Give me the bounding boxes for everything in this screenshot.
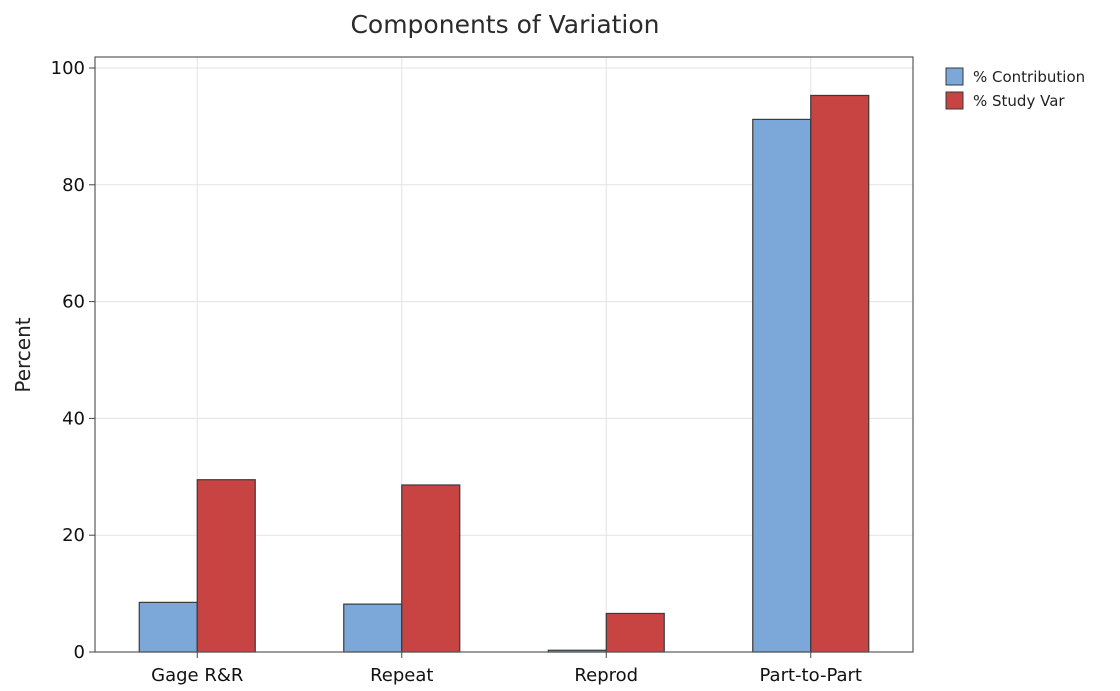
y-tick-label: 20 xyxy=(62,525,85,546)
x-tick-label: Gage R&R xyxy=(151,665,243,686)
legend-label: % Study Var xyxy=(973,92,1065,110)
legend-label: % Contribution xyxy=(973,68,1085,86)
bar-study-var xyxy=(401,484,461,653)
bar-contribution xyxy=(343,603,403,653)
legend-swatch xyxy=(945,67,964,86)
y-tick-label: 80 xyxy=(62,175,85,196)
legend: % Contribution % Study Var xyxy=(945,67,1085,110)
y-tick-label: 100 xyxy=(51,58,85,79)
bar-contribution xyxy=(752,118,812,653)
x-tick-label: Repeat xyxy=(370,665,433,686)
plot-area-frame xyxy=(94,56,914,653)
x-tick-label: Part-to-Part xyxy=(760,665,862,686)
legend-swatch xyxy=(945,91,964,110)
y-tick-label: 0 xyxy=(74,642,85,663)
y-tick-label: 60 xyxy=(62,292,85,313)
y-tick-label: 40 xyxy=(62,408,85,429)
bars xyxy=(138,94,870,653)
bar-study-var xyxy=(196,479,256,653)
y-axis-label: Percent xyxy=(11,317,35,392)
x-tick-label: Reprod xyxy=(574,665,638,686)
bar-study-var xyxy=(605,612,665,653)
bar-study-var xyxy=(810,94,870,653)
bar-contribution xyxy=(138,601,198,653)
axes: 0 20 40 60 80 100 Gage R&R Repeat Reprod Part-to-… xyxy=(51,58,862,686)
chart-title: Components of Variation xyxy=(350,10,659,39)
